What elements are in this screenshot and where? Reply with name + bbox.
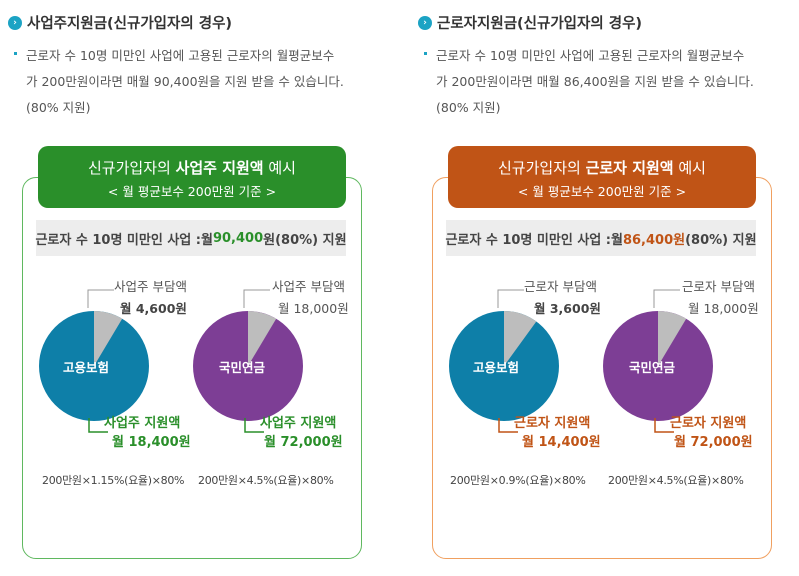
example-banner: 신규가입자의 근로자 지원액 예시 < 월 평균보수 200만원 기준 >	[448, 146, 756, 208]
section-title: › 사업주지원금(신규가입자의 경우)	[8, 12, 232, 33]
bullet-icon	[14, 52, 17, 55]
rate-formula: 200만원×4.5%(요율)×80%	[198, 474, 334, 487]
share-slice	[504, 311, 537, 366]
rate-formula: 200만원×0.9%(요율)×80%	[450, 474, 586, 487]
rate-formula: 200만원×1.15%(요율)×80%	[42, 474, 185, 487]
rate-formula: 200만원×4.5%(요율)×80%	[608, 474, 744, 487]
section-description: 근로자 수 10명 미만인 사업에 고용된 근로자의 월평균보수 가 200만원…	[26, 48, 344, 115]
share-slice	[94, 311, 123, 366]
share-slice	[248, 311, 277, 366]
section-description: 근로자 수 10명 미만인 사업에 고용된 근로자의 월평균보수 가 200만원…	[436, 48, 754, 115]
share-label: 사업주 부담액 월 4,600원	[114, 279, 187, 316]
share-leader-line	[243, 289, 270, 308]
support-leader-line	[498, 418, 518, 433]
share-leader-line	[653, 289, 680, 308]
national-pension-pie: 국민연금	[603, 311, 713, 421]
share-label: 근로자 부담액 월 3,600원	[524, 279, 601, 316]
share-leader-line	[497, 289, 524, 308]
support-leader-line	[654, 418, 674, 433]
share-label: 사업주 부담액 월 18,000원	[272, 279, 349, 316]
national-pension-pie: 국민연금	[193, 311, 303, 421]
chevron-right-icon: ›	[418, 15, 432, 30]
support-label: 근로자 지원액 월 14,400원	[514, 416, 601, 450]
support-leader-line	[244, 418, 264, 433]
share-slice	[658, 311, 687, 366]
support-label: 근로자 지원액 월 72,000원	[670, 416, 753, 450]
support-label: 사업주 지원액 월 72,000원	[260, 416, 343, 450]
pie-name: 국민연금	[219, 360, 266, 375]
worker-support-section: › 근로자지원금(신규가입자의 경우) 근로자 수 10명 미만인 사업에 고용…	[410, 0, 799, 576]
support-summary-bar: 근로자 수 10명 미만인 사업 : 월 86,400원 (80%) 지원	[445, 220, 757, 256]
support-summary-bar: 근로자 수 10명 미만인 사업 : 월 90,400 원(80%) 지원	[35, 220, 347, 256]
section-title: › 근로자지원금(신규가입자의 경우)	[418, 12, 642, 33]
support-leader-line	[88, 418, 108, 433]
support-label: 사업주 지원액 월 18,400원	[104, 416, 191, 450]
pie-name: 고용보험	[473, 360, 519, 375]
example-banner: 신규가입자의 사업주 지원액 예시 < 월 평균보수 200만원 기준 >	[38, 146, 346, 208]
share-leader-line	[87, 289, 114, 308]
pie-name: 국민연금	[629, 360, 676, 375]
employment-insurance-pie: 고용보험	[449, 311, 559, 421]
chevron-right-icon: ›	[8, 15, 22, 30]
bullet-icon	[424, 52, 427, 55]
employment-insurance-pie: 고용보험	[39, 311, 149, 421]
share-label: 근로자 부담액 월 18,000원	[682, 279, 759, 316]
pie-name: 고용보험	[63, 360, 109, 375]
employer-support-section: › 사업주지원금(신규가입자의 경우) 근로자 수 10명 미만인 사업에 고용…	[0, 0, 390, 576]
